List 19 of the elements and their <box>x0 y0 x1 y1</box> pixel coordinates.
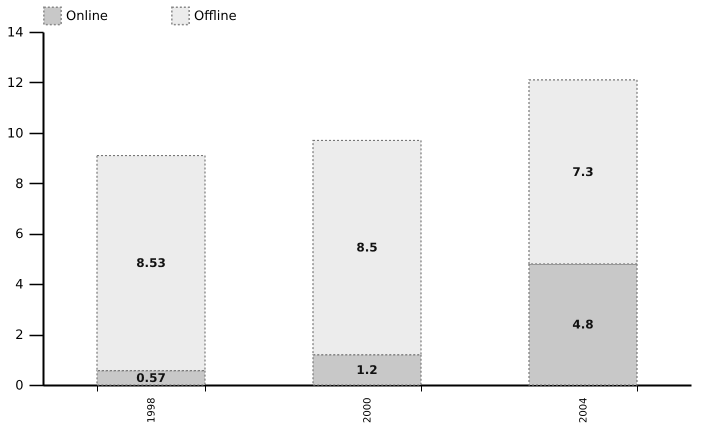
legend-label: Offline <box>194 8 237 24</box>
data-label: 0.57 <box>136 370 166 385</box>
x-tick-label: 2000 <box>362 398 374 423</box>
y-tick-label: 8 <box>15 176 24 192</box>
x-tick-label: 2004 <box>578 398 590 423</box>
y-tick-label: 14 <box>6 26 24 40</box>
y-tick-label: 2 <box>15 328 24 344</box>
data-label: 4.8 <box>572 317 594 332</box>
legend-label: Online <box>66 8 108 24</box>
data-label: 1.2 <box>356 362 378 377</box>
y-tick-label: 6 <box>15 227 24 242</box>
y-tick-label: 10 <box>6 126 24 142</box>
x-tick-label: 1998 <box>146 398 158 423</box>
y-tick-label: 12 <box>6 76 24 91</box>
data-label: 7.3 <box>572 164 594 179</box>
y-tick-label: 0 <box>15 378 24 394</box>
data-label: 8.5 <box>356 240 378 255</box>
y-tick-label: 4 <box>15 278 24 293</box>
data-label: 8.53 <box>136 256 166 270</box>
